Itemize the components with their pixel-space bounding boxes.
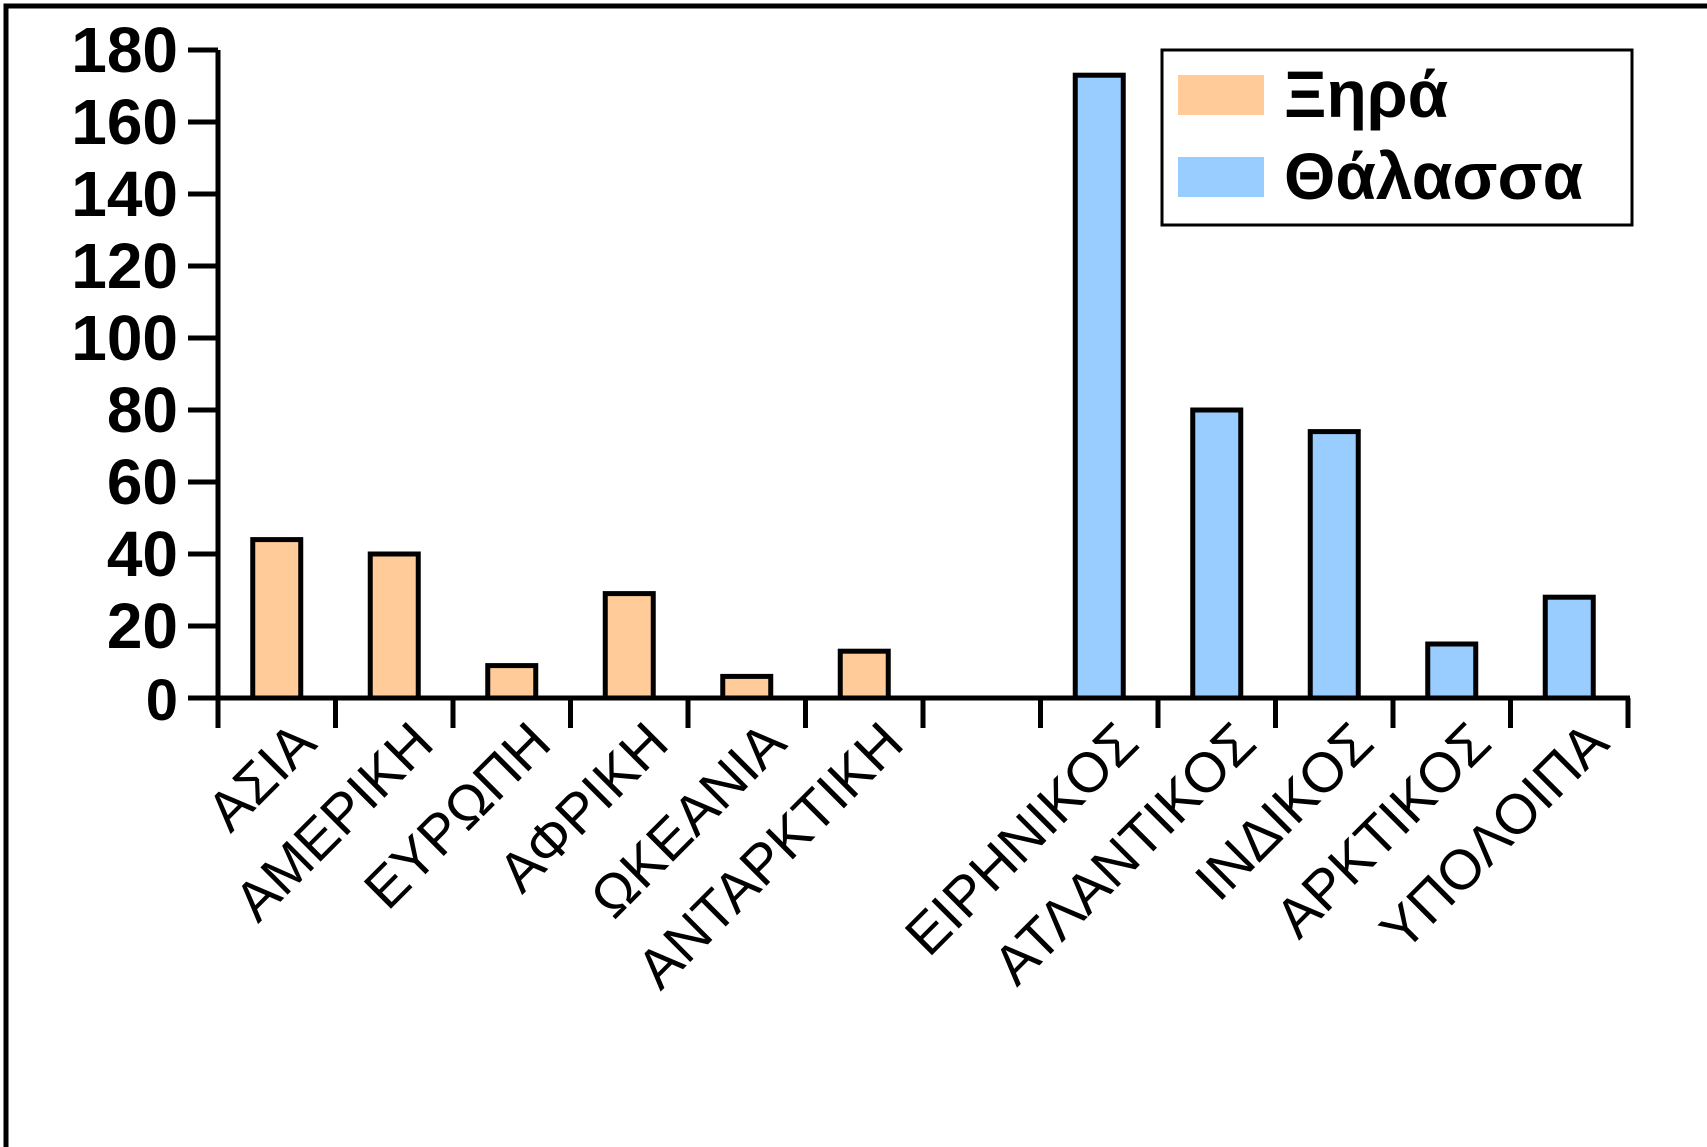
y-tick-label: 100 bbox=[71, 302, 178, 374]
y-tick-label: 60 bbox=[107, 446, 178, 518]
y-tick-label: 160 bbox=[71, 86, 178, 158]
bar-ΑΤΛΑΝΤΙΚΟΣ bbox=[1190, 407, 1244, 701]
bar-ΑΦΡΙΚΗ bbox=[602, 591, 656, 701]
legend-label: Θάλασσα bbox=[1284, 139, 1583, 213]
bar-ΑΝΤΑΡΚΤΙΚΗ bbox=[837, 648, 891, 701]
y-tick-label: 80 bbox=[107, 374, 178, 446]
bar-ΙΝΔΙΚΟΣ bbox=[1307, 429, 1361, 701]
y-tick-label: 40 bbox=[107, 518, 178, 590]
legend: Ξηρά Θάλασσα bbox=[1160, 48, 1634, 227]
legend-swatch bbox=[1178, 75, 1264, 115]
bar-ΑΣΙΑ bbox=[250, 537, 304, 701]
y-tick-label: 20 bbox=[107, 590, 178, 662]
bar-ΩΚΕΑΝΙΑ bbox=[720, 673, 774, 701]
y-tick-label: 140 bbox=[71, 158, 178, 230]
legend-label: Ξηρά bbox=[1284, 57, 1448, 131]
bar-ΑΡΚΤΙΚΟΣ bbox=[1425, 641, 1479, 701]
bar-ΑΜΕΡΙΚΗ bbox=[367, 551, 421, 701]
y-tick-label: 120 bbox=[71, 230, 178, 302]
bar-ΕΙΡΗΝΙΚΟΣ bbox=[1072, 72, 1126, 701]
y-tick-label: 180 bbox=[71, 14, 178, 86]
bar-ΥΠΟΛΟΙΠΑ bbox=[1542, 594, 1596, 701]
y-tick-label: 0 bbox=[146, 668, 178, 733]
bars bbox=[250, 72, 1596, 701]
bar-ΕΥΡΩΠΗ bbox=[485, 663, 539, 701]
legend-swatch bbox=[1178, 157, 1264, 197]
